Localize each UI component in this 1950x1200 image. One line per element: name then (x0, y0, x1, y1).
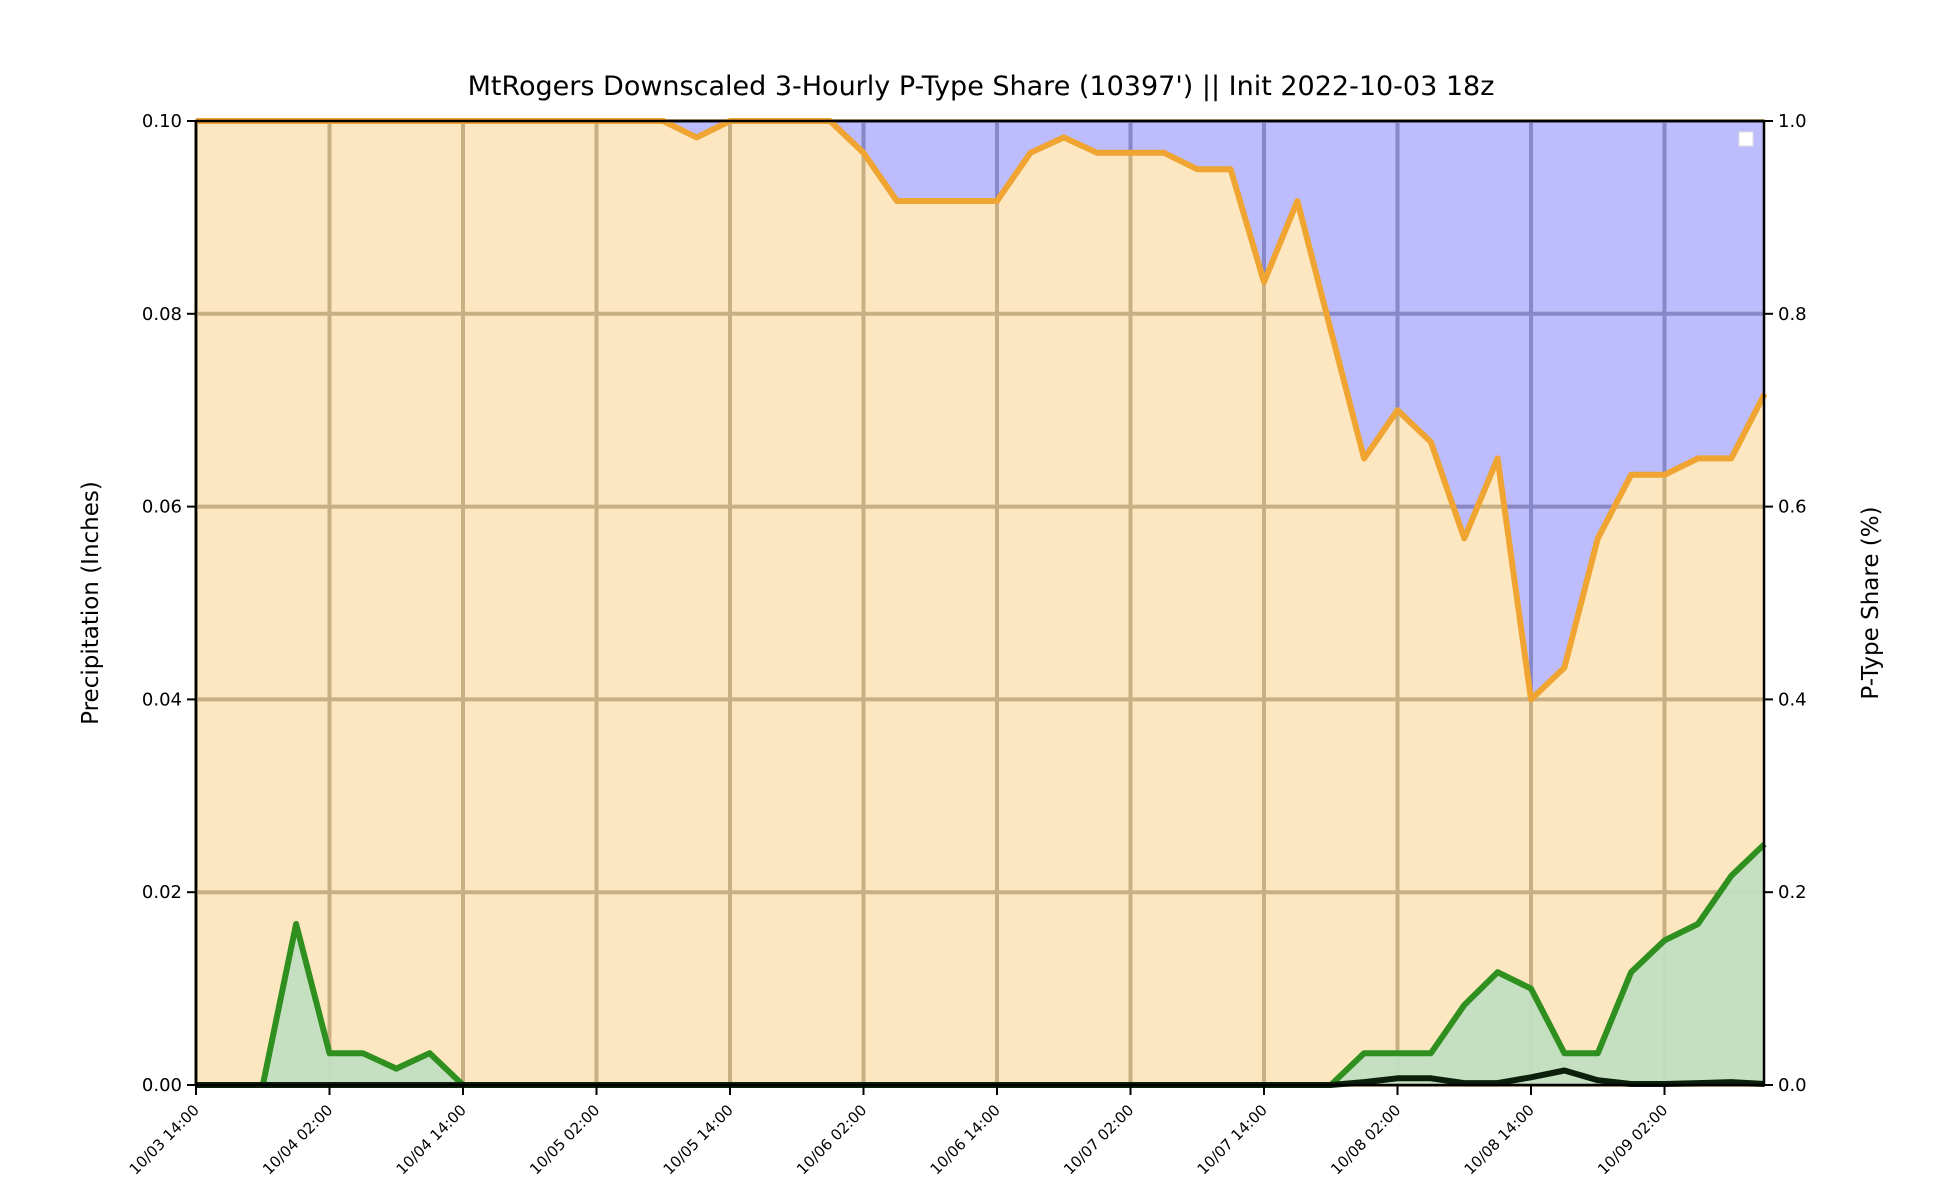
x-tick-label: 10/03 14:00 (126, 1101, 203, 1178)
plot-area (194, 118, 1768, 1088)
chart-title: MtRogers Downscaled 3-Hourly P-Type Shar… (468, 71, 1495, 102)
x-tick-label: 10/07 14:00 (1194, 1101, 1271, 1178)
y-tick-label-right: 1.0 (1778, 111, 1807, 132)
y-axis-label-left: Precipitation (Inches) (78, 481, 104, 725)
x-tick-label: 10/06 02:00 (793, 1101, 870, 1178)
x-tick-label: 10/08 14:00 (1461, 1101, 1538, 1178)
x-tick-label: 10/06 14:00 (927, 1101, 1004, 1178)
x-tick-label: 10/04 02:00 (259, 1101, 336, 1178)
y-tick-label-left: 0.00 (142, 1075, 182, 1096)
y-tick-label-left: 0.08 (142, 304, 182, 325)
y-tick-label-left: 0.04 (142, 689, 182, 710)
y-tick-label-right: 0.4 (1778, 689, 1807, 710)
y-tick-label-right: 0.0 (1778, 1075, 1807, 1096)
y-tick-label-left: 0.06 (142, 497, 182, 518)
y-axis-label-right: P-Type Share (%) (1858, 506, 1884, 699)
y-tick-label-right: 0.8 (1778, 304, 1807, 325)
x-tick-label: 10/07 02:00 (1060, 1101, 1137, 1178)
x-tick-label: 10/05 14:00 (660, 1101, 737, 1178)
legend-box (1738, 131, 1754, 147)
x-tick-label: 10/04 14:00 (393, 1101, 470, 1178)
total-precip-area (196, 844, 1765, 1085)
x-tick-label: 10/08 02:00 (1327, 1101, 1404, 1178)
x-tick-label: 10/09 02:00 (1594, 1101, 1671, 1178)
y-tick-label-left: 0.02 (142, 882, 182, 903)
x-tick-label: 10/05 02:00 (526, 1101, 603, 1178)
y-tick-label-right: 0.2 (1778, 882, 1807, 903)
y-tick-label-left: 0.10 (142, 111, 182, 132)
plot-frame (194, 119, 1766, 1087)
y-tick-label-right: 0.6 (1778, 497, 1807, 518)
rain-share-area (196, 121, 1765, 1085)
